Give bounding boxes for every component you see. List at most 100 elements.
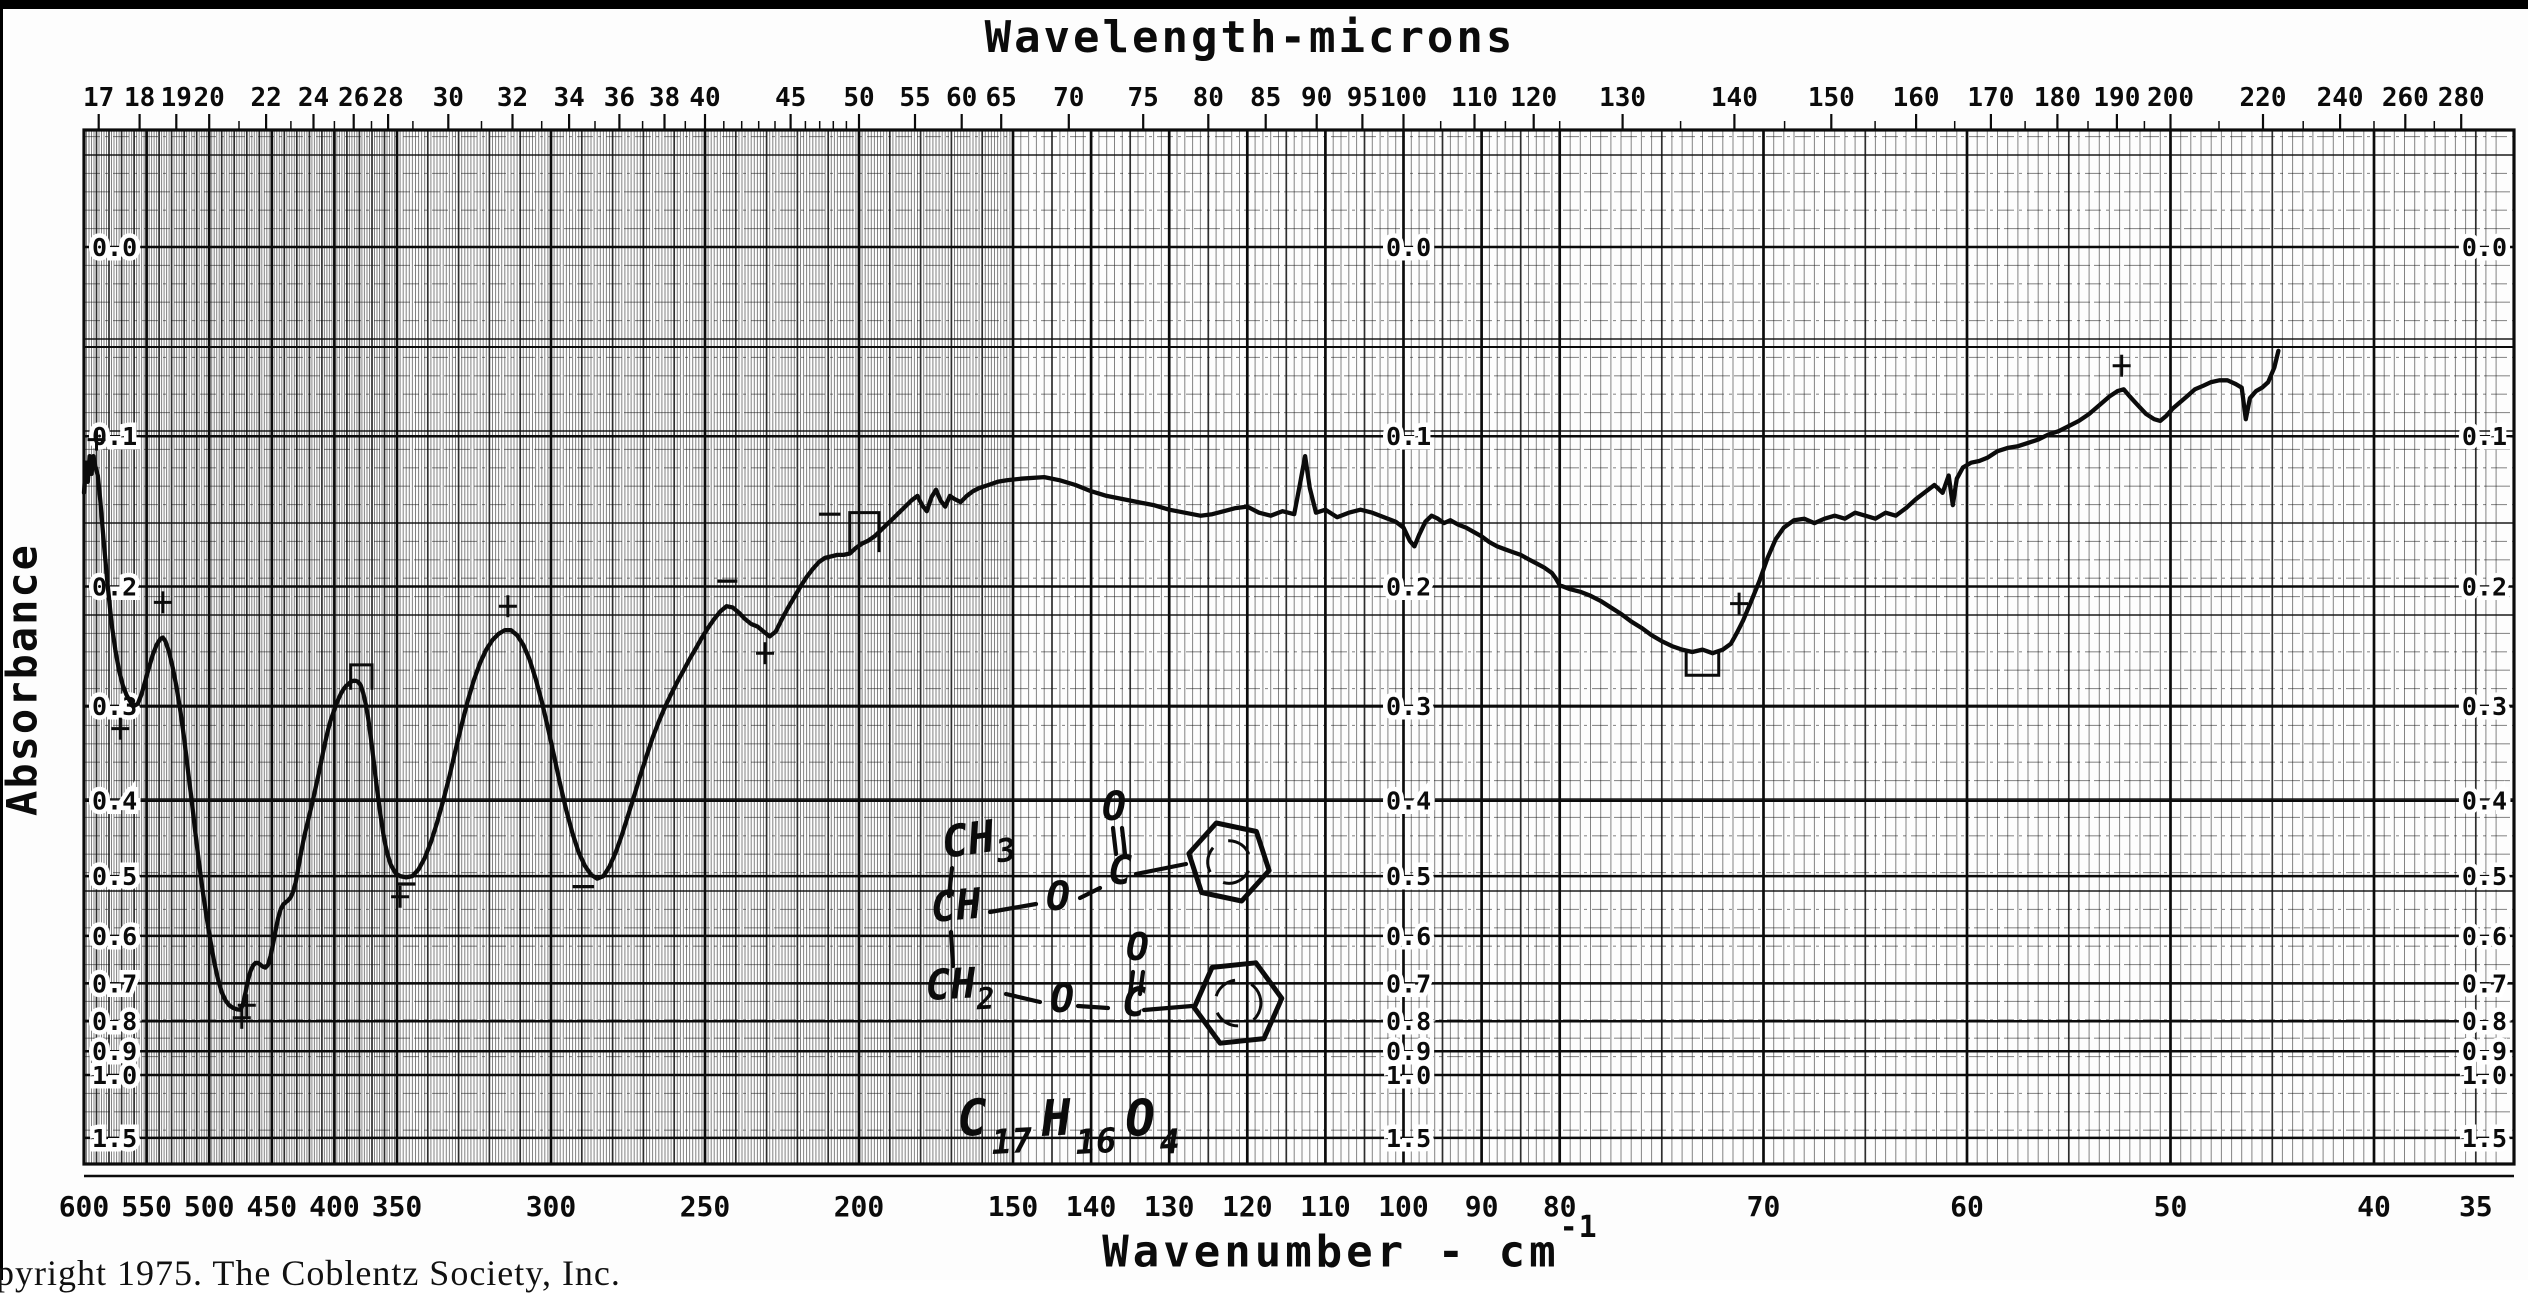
svg-text:90: 90	[1301, 83, 1332, 113]
svg-text:O: O	[1050, 976, 1074, 1022]
svg-text:0.2: 0.2	[2462, 573, 2507, 602]
svg-text:30: 30	[433, 83, 464, 113]
svg-text:140: 140	[1066, 1190, 1117, 1223]
svg-text:0.1: 0.1	[92, 422, 137, 451]
svg-text:60: 60	[1950, 1190, 1984, 1223]
spectrum-curve	[81, 348, 2281, 1012]
top-axis-micron-ticks: 17 18 19 20 22 24 26 28 30 32 34 36 38 40 45 50 55 60 65 70…	[83, 83, 2485, 130]
svg-text:C: C	[1108, 848, 1132, 894]
svg-text:240: 240	[2317, 83, 2364, 113]
svg-text:34: 34	[553, 83, 584, 113]
svg-text:55: 55	[899, 83, 930, 113]
svg-text:50: 50	[2154, 1190, 2188, 1223]
svg-text:0.7: 0.7	[1386, 969, 1431, 998]
svg-text:50: 50	[843, 83, 874, 113]
svg-text:65: 65	[986, 83, 1017, 113]
svg-text:160: 160	[1893, 83, 1940, 113]
absorbance-scale-labels: 0.0 0.0 0.0 0.1 0.1 0.1 0.2 0.2 0.2 0.3 0.3 0.3 0.4 0…	[88, 229, 2512, 1158]
svg-text:0.2: 0.2	[92, 573, 137, 602]
svg-text:500: 500	[184, 1190, 235, 1223]
copyright-text: Copyright 1975. The Coblentz Society, In…	[0, 1253, 621, 1293]
svg-text:36: 36	[604, 83, 635, 113]
svg-text:1.5: 1.5	[92, 1124, 137, 1153]
svg-text:1.0: 1.0	[1386, 1061, 1431, 1090]
svg-text:90: 90	[1465, 1190, 1499, 1223]
svg-text:0.1: 0.1	[1386, 422, 1431, 451]
svg-text:250: 250	[680, 1190, 731, 1223]
svg-text:0.9: 0.9	[1386, 1037, 1431, 1066]
svg-text:0.3: 0.3	[1386, 692, 1431, 721]
svg-text:75: 75	[1128, 83, 1159, 113]
svg-text:130: 130	[1144, 1190, 1195, 1223]
svg-text:200: 200	[834, 1190, 885, 1223]
svg-text:130: 130	[1599, 83, 1646, 113]
svg-text:260: 260	[2382, 83, 2429, 113]
svg-text:0.6: 0.6	[1386, 922, 1431, 951]
svg-text:H: H	[1039, 1088, 1074, 1148]
svg-text:4: 4	[1158, 1122, 1181, 1163]
svg-text:140: 140	[1711, 83, 1758, 113]
scan-edge-left	[0, 0, 3, 1280]
svg-text:0.9: 0.9	[92, 1037, 137, 1066]
svg-text:0.4: 0.4	[1386, 787, 1431, 816]
svg-text:1.0: 1.0	[92, 1061, 137, 1090]
svg-text:110: 110	[1451, 83, 1498, 113]
svg-text:0.5: 0.5	[2462, 862, 2507, 891]
svg-text:O: O	[1126, 925, 1149, 969]
svg-text:1.5: 1.5	[1386, 1124, 1431, 1153]
svg-text:CH: CH	[929, 879, 984, 932]
svg-text:1.0: 1.0	[2462, 1061, 2507, 1090]
svg-text:16: 16	[1074, 1121, 1117, 1163]
svg-text:38: 38	[649, 83, 680, 113]
svg-text:450: 450	[247, 1190, 298, 1223]
svg-text:60: 60	[946, 83, 977, 113]
svg-text:70: 70	[1053, 83, 1084, 113]
svg-text:0.7: 0.7	[92, 969, 137, 998]
svg-text:350: 350	[372, 1190, 423, 1223]
x-axis-title: Wavenumber - cm-1	[700, 1210, 2000, 1278]
svg-text:80: 80	[1543, 1190, 1577, 1223]
svg-text:O: O	[1102, 784, 1126, 830]
x-axis-title-superscript: -1	[1559, 1210, 1598, 1245]
svg-text:C: C	[956, 1088, 989, 1147]
svg-text:28: 28	[372, 83, 403, 113]
vertical-gridlines	[86, 130, 2497, 1164]
svg-text:0.7: 0.7	[2462, 969, 2507, 998]
svg-text:0.6: 0.6	[92, 922, 137, 951]
svg-text:0.4: 0.4	[92, 787, 137, 816]
bottom-axis-wavenumber-labels: 600 550 500 450 400 350 300 250 200 150 140 130 120 1…	[59, 1190, 2493, 1223]
svg-text:0.6: 0.6	[2462, 922, 2507, 951]
svg-text:24: 24	[298, 83, 329, 113]
svg-text:300: 300	[526, 1190, 577, 1223]
svg-text:32: 32	[497, 83, 528, 113]
svg-text:0.5: 0.5	[1386, 862, 1431, 891]
svg-text:120: 120	[1510, 83, 1557, 113]
svg-text:0.8: 0.8	[92, 1007, 137, 1036]
svg-text:0.3: 0.3	[2462, 692, 2507, 721]
svg-text:150: 150	[988, 1190, 1039, 1223]
svg-text:22: 22	[250, 83, 281, 113]
svg-text:1.5: 1.5	[2462, 1124, 2507, 1153]
svg-text:400: 400	[309, 1190, 360, 1223]
svg-text:40: 40	[2357, 1190, 2391, 1223]
svg-text:100: 100	[1380, 83, 1427, 113]
svg-text:20: 20	[194, 83, 225, 113]
svg-text:0.5: 0.5	[92, 862, 137, 891]
svg-text:0.4: 0.4	[2462, 787, 2507, 816]
svg-text:0.1: 0.1	[2462, 422, 2507, 451]
svg-text:600: 600	[59, 1190, 110, 1223]
plot-border	[82, 128, 2516, 1178]
svg-text:18: 18	[124, 83, 155, 113]
svg-text:190: 190	[2093, 83, 2140, 113]
svg-text:280: 280	[2438, 83, 2485, 113]
svg-text:170: 170	[1967, 83, 2014, 113]
svg-text:17: 17	[990, 1121, 1034, 1163]
svg-text:0.8: 0.8	[1386, 1007, 1431, 1036]
calibration-marks	[87, 354, 2131, 1029]
svg-text:100: 100	[1378, 1190, 1429, 1223]
svg-text:95: 95	[1347, 83, 1378, 113]
horizontal-gridlines	[84, 136, 2514, 1140]
